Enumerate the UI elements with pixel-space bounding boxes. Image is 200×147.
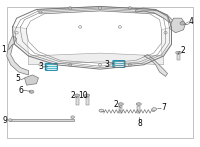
Ellipse shape [99, 109, 104, 112]
Text: 10: 10 [78, 91, 87, 100]
Polygon shape [7, 36, 29, 75]
Text: 2: 2 [71, 91, 76, 100]
Polygon shape [29, 53, 164, 65]
Ellipse shape [98, 7, 102, 9]
Text: 4: 4 [189, 17, 194, 26]
Bar [86, 97, 89, 105]
Ellipse shape [118, 26, 121, 28]
Text: 3: 3 [38, 62, 43, 71]
Polygon shape [13, 27, 29, 56]
Text: 9: 9 [2, 116, 7, 125]
Ellipse shape [136, 103, 141, 105]
Text: 3: 3 [105, 60, 109, 69]
Polygon shape [36, 6, 158, 14]
Ellipse shape [128, 7, 131, 9]
Ellipse shape [79, 26, 82, 28]
Ellipse shape [118, 103, 123, 105]
Ellipse shape [75, 94, 80, 97]
Bar [119, 106, 122, 113]
Ellipse shape [98, 64, 102, 66]
Ellipse shape [85, 94, 90, 97]
Text: 2: 2 [180, 46, 185, 55]
Polygon shape [170, 18, 185, 33]
Text: 5: 5 [16, 74, 21, 83]
FancyBboxPatch shape [113, 61, 125, 67]
Ellipse shape [69, 7, 72, 9]
Ellipse shape [164, 31, 167, 34]
Bar [137, 106, 140, 113]
Text: 1: 1 [1, 45, 6, 54]
Ellipse shape [71, 116, 74, 118]
Text: 6: 6 [18, 86, 23, 95]
Text: 7: 7 [161, 103, 166, 112]
Ellipse shape [176, 51, 181, 54]
Bar [7, 6, 193, 138]
Ellipse shape [152, 108, 157, 111]
Polygon shape [144, 55, 168, 76]
Ellipse shape [15, 31, 18, 34]
Ellipse shape [180, 21, 185, 25]
Ellipse shape [128, 64, 131, 66]
Ellipse shape [29, 90, 34, 93]
Bar [9, 119, 74, 121]
Polygon shape [162, 27, 172, 56]
Bar [76, 97, 79, 105]
Ellipse shape [39, 64, 42, 66]
Ellipse shape [69, 64, 72, 66]
FancyBboxPatch shape [45, 64, 57, 70]
Polygon shape [136, 8, 173, 22]
Text: 2: 2 [114, 100, 118, 109]
Polygon shape [25, 75, 38, 85]
Ellipse shape [39, 11, 42, 14]
Text: 8: 8 [137, 118, 142, 127]
Bar [177, 54, 180, 60]
Ellipse shape [8, 119, 12, 121]
